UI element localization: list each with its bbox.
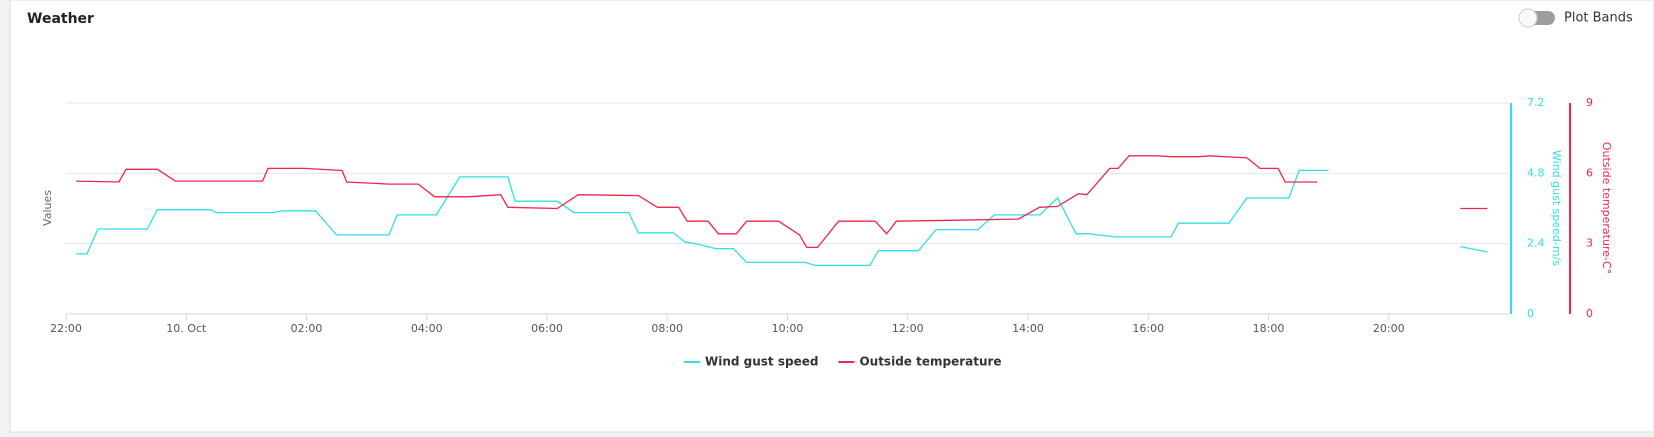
series-line <box>76 155 1488 249</box>
x-tick-label: 08:00 <box>651 322 683 335</box>
legend-label: Wind gust speed <box>705 355 818 369</box>
left-axis-title: Values <box>41 190 54 226</box>
x-tick-label: 20:00 <box>1373 322 1405 335</box>
y2-axis-title: Outside temperature-C° <box>1600 142 1613 274</box>
y2-tick-label: 0 <box>1586 307 1593 320</box>
x-tick-label: 14:00 <box>1012 322 1044 335</box>
legend-label: Outside temperature <box>859 355 1001 369</box>
toggle-label[interactable]: Plot Bands <box>1564 11 1633 26</box>
x-tick-label: 12:00 <box>892 322 924 335</box>
y2-tick-label: 9 <box>1586 96 1593 109</box>
x-tick-label: 22:00 <box>50 322 82 335</box>
y-tick-label: 2.4 <box>1527 237 1545 250</box>
y-axis-title: Wind gust speed-m/s <box>1550 150 1563 266</box>
x-tick-label: 16:00 <box>1132 322 1164 335</box>
x-tick-label: 02:00 <box>291 322 323 335</box>
chart-title: Weather <box>27 11 94 27</box>
x-tick-label: 18:00 <box>1253 322 1285 335</box>
y-tick-label: 4.8 <box>1527 166 1545 179</box>
x-tick-label: 10. Oct <box>166 322 207 335</box>
series-line <box>76 169 1488 267</box>
y2-tick-label: 3 <box>1586 237 1593 250</box>
x-tick-label: 04:00 <box>411 322 443 335</box>
y-tick-label: 0 <box>1527 307 1534 320</box>
x-tick-label: 10:00 <box>772 322 804 335</box>
y-tick-label: 7.2 <box>1527 96 1545 109</box>
x-tick-label: 06:00 <box>531 322 563 335</box>
card <box>9 0 1654 433</box>
toggle-knob[interactable] <box>1518 8 1538 28</box>
y2-tick-label: 6 <box>1586 166 1593 179</box>
